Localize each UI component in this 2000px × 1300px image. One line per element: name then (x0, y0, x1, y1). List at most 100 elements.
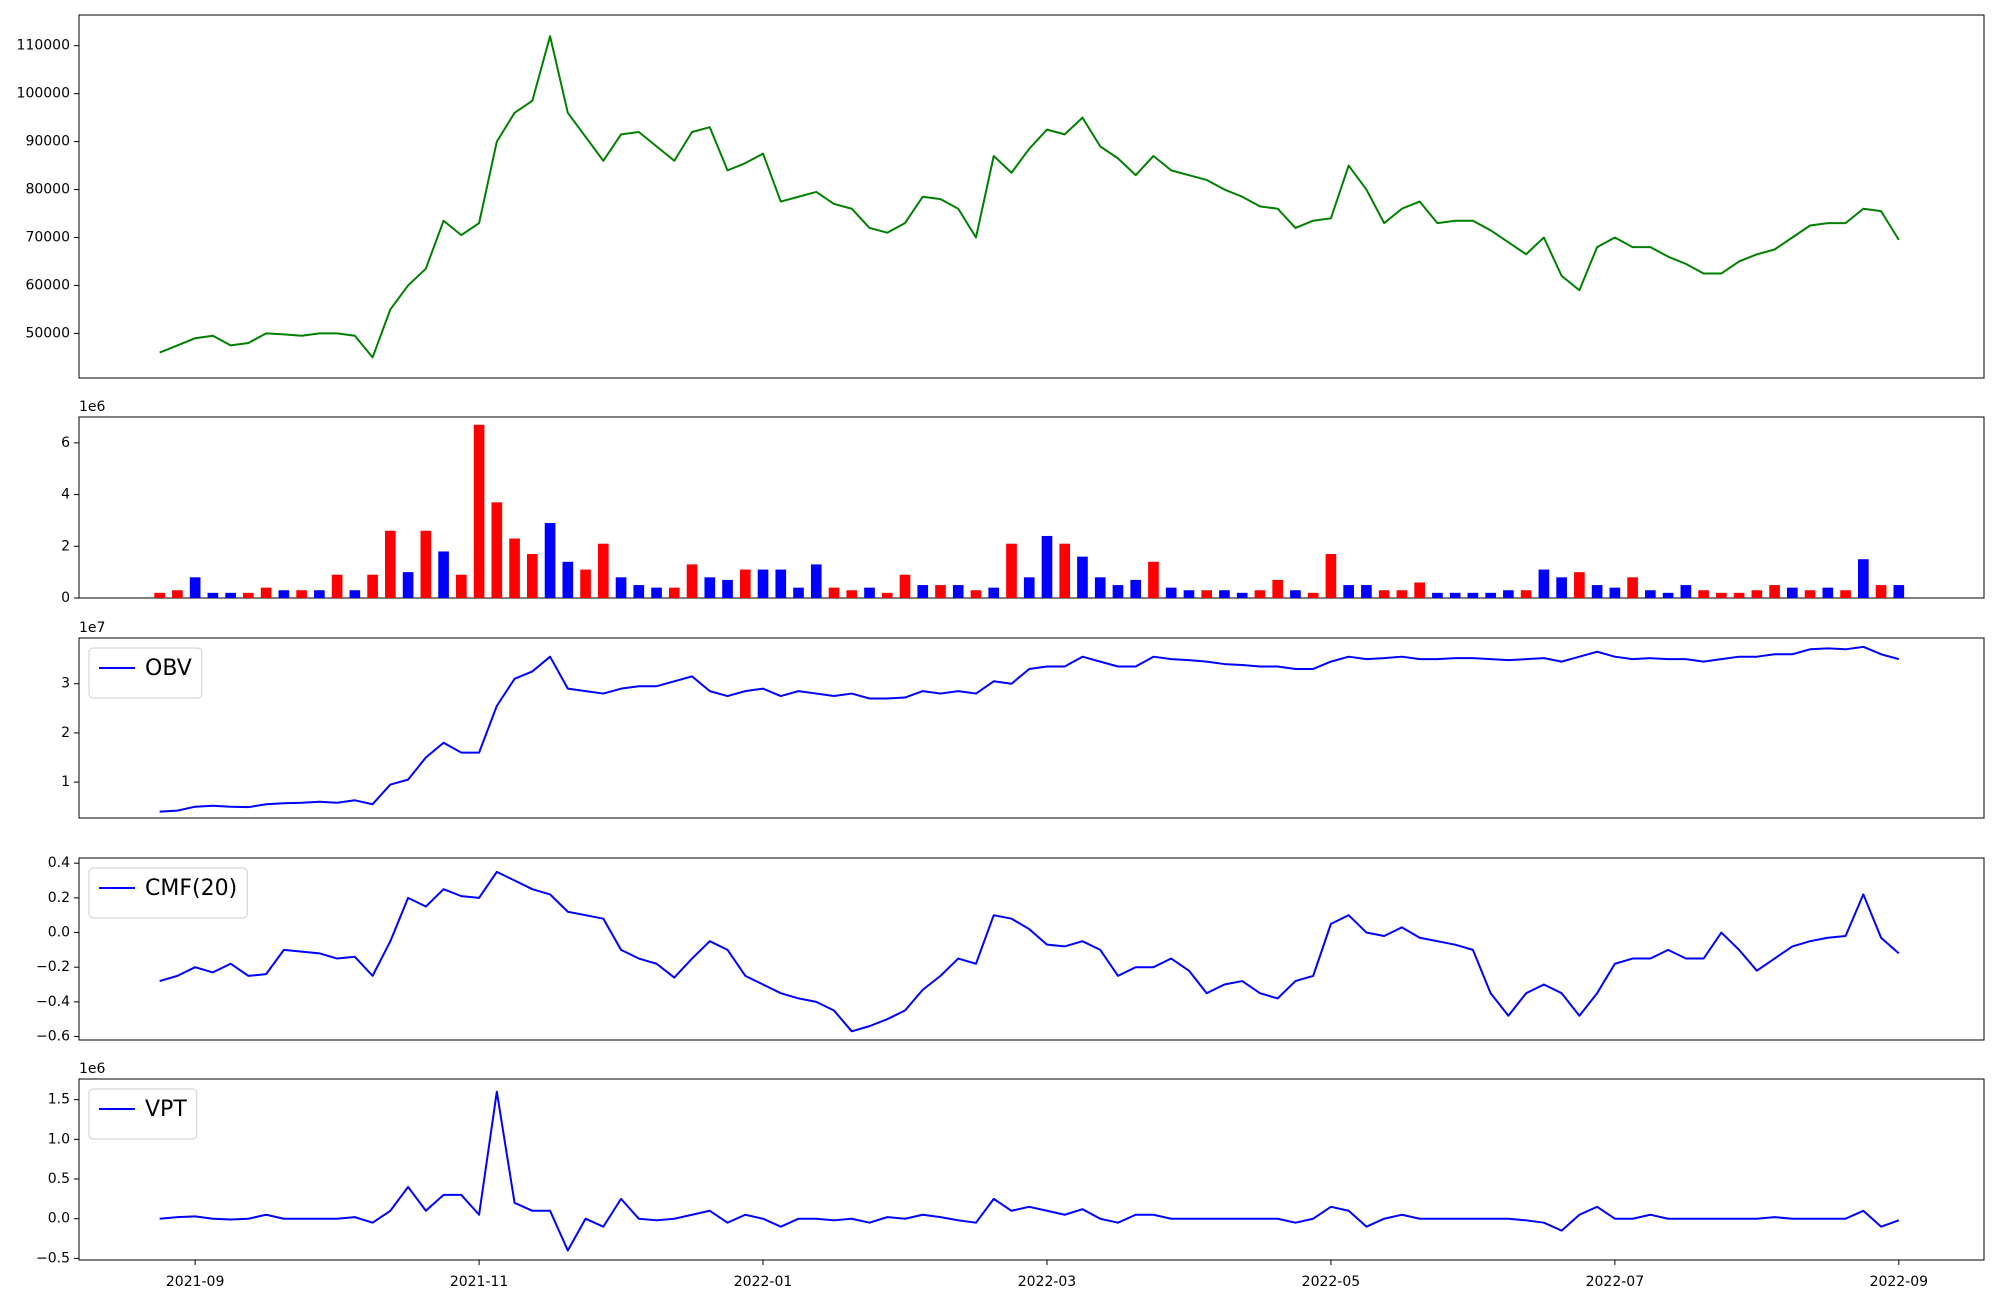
volume-bar (1556, 577, 1567, 598)
volume-bar (1290, 590, 1301, 598)
volume-bar (1591, 585, 1603, 598)
y-tick-label: 90000 (25, 134, 70, 150)
panel: 50000 60000 70000 80000 90000 100000 110000 (17, 14, 1985, 379)
y-tick-label: −0.5 (36, 1250, 70, 1266)
volume-bar (1361, 585, 1372, 598)
volume-bar (1804, 590, 1816, 598)
panel: 1 2 3 1e7 OBV (61, 620, 1985, 819)
volume-bar (651, 587, 662, 598)
volume-bar (1520, 590, 1532, 598)
volume-bar (544, 523, 556, 598)
volume-bar (668, 587, 680, 598)
volume-bar (1077, 556, 1088, 598)
y-tick-label: 0.2 (48, 890, 70, 906)
data-line (159, 645, 1900, 813)
volume-bar (1822, 587, 1834, 598)
y-tick-label: −0.4 (36, 994, 70, 1010)
volume-bar (1769, 585, 1780, 598)
volume-bar (597, 543, 609, 598)
volume-bar (580, 569, 591, 598)
volume-bar (828, 587, 840, 598)
volume-bar (456, 574, 467, 598)
volume-bar (278, 590, 290, 598)
y-tick-label: 110000 (17, 38, 70, 54)
y-tick-label: 0.4 (48, 855, 70, 871)
volume-bar (189, 577, 201, 598)
volume-bar (1503, 590, 1514, 598)
volume-bar (1449, 592, 1461, 598)
legend-label: CMF(20) (145, 876, 237, 901)
volume-bar (349, 590, 361, 598)
volume-bar (296, 590, 307, 598)
legend-box (88, 867, 248, 919)
data-line (159, 35, 1900, 359)
volume-bar (1396, 590, 1408, 598)
volume-bar (864, 587, 875, 598)
x-tick-label: 2021-11 (450, 1274, 509, 1290)
legend-box (88, 1088, 198, 1140)
volume-bar (1112, 585, 1124, 598)
y-tick-label: 0.0 (48, 1211, 70, 1227)
volume-bar (1219, 590, 1230, 598)
plot-frame (78, 416, 1985, 599)
y-tick-label: 1 (61, 774, 70, 790)
legend: VPT (88, 1088, 198, 1140)
volume-bar (526, 554, 538, 598)
volume-bar (970, 590, 982, 598)
volume-bar (1130, 579, 1142, 598)
volume-bar (1006, 543, 1017, 598)
volume-bar (1343, 585, 1354, 598)
volume-bar (899, 574, 911, 598)
volume-bar (775, 569, 787, 598)
volume-bar (1272, 579, 1284, 598)
volume-bar (615, 577, 627, 598)
volume-bar (473, 424, 485, 598)
volume-bar (988, 587, 1000, 598)
volume-bar (385, 530, 396, 598)
volume-bar (1236, 592, 1248, 598)
legend-label: OBV (145, 656, 192, 681)
plot-frame (78, 637, 1985, 819)
volume-bar (1538, 569, 1550, 598)
volume-bar (722, 579, 733, 598)
axis-offset-label: 1e6 (79, 1061, 106, 1077)
volume-bar (367, 574, 378, 598)
volume-bar (154, 592, 165, 598)
x-tick-label: 2022-09 (1870, 1274, 1929, 1290)
volume-bar (331, 574, 343, 598)
volume-bar (633, 585, 645, 598)
x-tick-label: 2021-09 (166, 1274, 225, 1290)
y-tick-label: 0 (61, 590, 70, 606)
volume-bar (881, 592, 893, 598)
x-tick-label: 2022-01 (734, 1274, 793, 1290)
volume-bar (260, 587, 272, 598)
y-tick-label: −0.6 (36, 1029, 70, 1045)
volume-bar (1751, 590, 1763, 598)
legend: CMF(20) (88, 867, 248, 919)
volume-bar (1148, 561, 1159, 598)
axis-offset-label: 1e6 (79, 399, 106, 415)
axis-offset-label: 1e7 (79, 620, 105, 636)
volume-bar (846, 590, 858, 598)
volume-bar (1201, 590, 1213, 598)
y-tick-label: 0.5 (48, 1171, 70, 1187)
plot-frame (78, 857, 1985, 1041)
volume-bar (1094, 577, 1106, 598)
volume-bar (1183, 590, 1195, 598)
volume-bar (1609, 587, 1621, 598)
y-tick-label: 1.0 (48, 1131, 70, 1147)
data-line (159, 1090, 1900, 1252)
volume-bar (1698, 590, 1709, 598)
volume-bar (562, 561, 574, 598)
volume-bar (1857, 559, 1869, 598)
y-tick-label: 2 (61, 538, 70, 554)
volume-bar (1787, 587, 1798, 598)
y-tick-label: 80000 (25, 182, 70, 198)
volume-bar (793, 587, 804, 598)
volume-bar (757, 569, 769, 598)
volume-bar (1875, 585, 1887, 598)
volume-bar (1627, 577, 1638, 598)
y-tick-label: 3 (61, 676, 70, 692)
volume-bar (686, 564, 698, 598)
y-tick-label: 2 (61, 725, 70, 741)
